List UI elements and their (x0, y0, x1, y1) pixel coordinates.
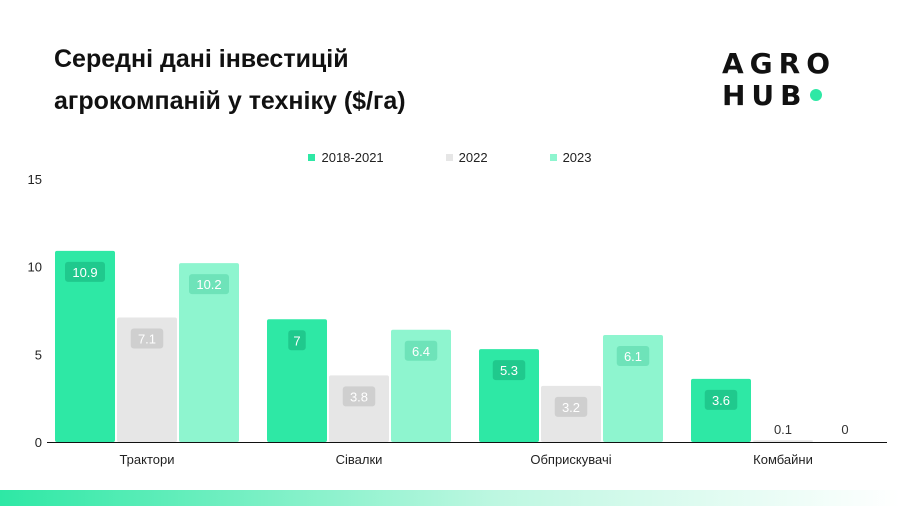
x-tick-label: Комбайни (753, 452, 813, 467)
value-label-bg (130, 328, 164, 349)
bar (179, 263, 239, 442)
data-label: 3.2 (562, 400, 580, 415)
legend-swatch-icon (549, 154, 557, 161)
data-label: 6.4 (412, 344, 430, 359)
logo-line-2: HUB (722, 79, 808, 112)
logo-dot-icon (809, 89, 822, 101)
legend-item-2018-2021: 2018-2021 (308, 150, 384, 165)
legend-swatch-icon (445, 154, 453, 161)
value-label-bg (554, 396, 588, 417)
value-label-bg (65, 261, 105, 282)
legend-item-2022: 2022 (406, 150, 488, 165)
value-label-bg (342, 386, 376, 407)
x-tick-label: Трактори (119, 452, 174, 467)
value-label-bg (616, 346, 650, 367)
value-label-bg (189, 274, 229, 295)
data-label: 3.8 (350, 389, 368, 404)
legend-swatch-icon (308, 154, 316, 161)
x-tick-label: Сівалки (336, 452, 383, 467)
bottom-gradient-band (0, 490, 900, 506)
bar (267, 319, 327, 442)
data-label: 0 (841, 422, 848, 437)
legend-label: 2022 (458, 150, 488, 165)
y-tick-label: 10 (28, 260, 42, 275)
data-label: 10.2 (196, 277, 221, 292)
y-tick-label: 15 (28, 172, 42, 187)
logo-line-2-wrap: HUB (722, 80, 852, 112)
data-label: 7 (293, 333, 300, 348)
bar (691, 378, 751, 442)
bar (753, 440, 813, 442)
value-label-bg (404, 340, 438, 361)
legend-label: 2023 (562, 150, 592, 165)
chart-legend: 2018-2021 2022 2023 (0, 150, 900, 165)
logo-line-1: AGRO (722, 47, 837, 80)
value-label-bg (288, 330, 306, 351)
page-title: Середні дані інвестицій агрокомпаній у т… (54, 38, 614, 122)
title-line-1: Середні дані інвестицій (54, 45, 349, 73)
bar (117, 317, 177, 442)
data-label: 7.1 (138, 332, 156, 347)
legend-label: 2018-2021 (321, 150, 384, 165)
value-label-bg (704, 389, 738, 410)
agrohub-logo: AGRO HUB (722, 48, 852, 112)
y-tick-label: 5 (35, 347, 42, 362)
legend-item-2023: 2023 (510, 150, 592, 165)
y-tick-label: 0 (35, 435, 42, 450)
data-label: 5.3 (500, 363, 518, 378)
bar (55, 250, 115, 442)
bar (329, 375, 389, 442)
x-tick-label: Обприскувачі (530, 452, 611, 467)
title-line-2: агрокомпаній у техніку ($/га) (54, 87, 406, 115)
data-label: 0.1 (774, 422, 792, 437)
data-label: 3.6 (712, 393, 730, 408)
data-label: 10.9 (72, 265, 97, 280)
data-label: 6.1 (624, 349, 642, 364)
value-label-bg (492, 360, 526, 381)
